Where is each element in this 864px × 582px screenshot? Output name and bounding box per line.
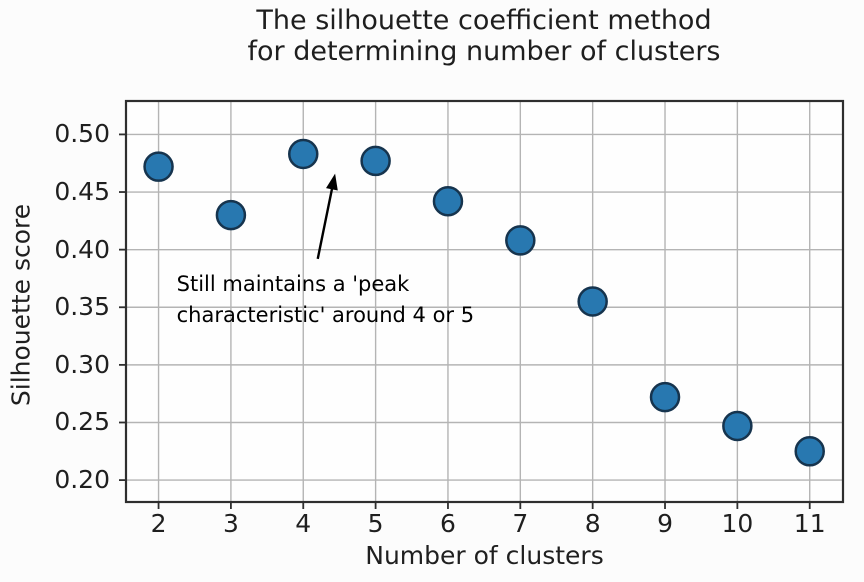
x-tick-label: 8	[584, 509, 601, 538]
plot-area-background	[126, 101, 843, 502]
x-tick-label: 3	[222, 509, 239, 538]
x-axis-label: Number of clusters	[365, 541, 604, 570]
data-point	[360, 145, 391, 177]
chart-title-line1: The silhouette coefficient method	[256, 5, 712, 36]
y-tick-label: 0.40	[54, 234, 110, 264]
x-tick-label: 5	[367, 509, 384, 538]
x-tick-label: 6	[440, 509, 456, 538]
data-point	[288, 138, 319, 170]
x-tick-label: 11	[793, 509, 826, 538]
annotation-arrow-head	[326, 173, 338, 191]
data-point	[432, 186, 464, 217]
x-tick-label: 4	[295, 509, 312, 538]
y-tick-label: 0.35	[54, 292, 110, 322]
annotation-arrow-shaft	[316, 185, 334, 260]
x-tick-label: 9	[657, 509, 673, 538]
y-tick-label: 0.45	[54, 176, 110, 206]
data-point	[649, 381, 681, 413]
x-tick-label: 10	[721, 509, 754, 538]
data-point	[722, 410, 753, 442]
data-point	[505, 225, 536, 256]
y-tick-label: 0.30	[54, 349, 110, 379]
chart-title: The silhouette coefficient method for de…	[104, 5, 864, 67]
peak-annotation-line2: characteristic' around 4 or 5	[176, 303, 475, 328]
peak-annotation-line1: Still maintains a 'peak	[176, 272, 410, 297]
axes-frame	[124, 99, 845, 504]
peak-annotation: Still maintains a 'peak characteristic' …	[177, 269, 474, 331]
x-tick-label: 7	[512, 509, 529, 538]
data-point	[577, 286, 608, 317]
chart-title-line2: for determining number of clusters	[247, 36, 721, 67]
y-tick-label: 0.25	[54, 407, 110, 437]
data-point	[143, 151, 174, 182]
data-point	[794, 436, 825, 467]
x-tick-label: 2	[150, 509, 167, 538]
y-tick-label: 0.50	[54, 119, 110, 149]
y-tick-label: 0.20	[54, 465, 110, 495]
data-point	[215, 199, 247, 231]
